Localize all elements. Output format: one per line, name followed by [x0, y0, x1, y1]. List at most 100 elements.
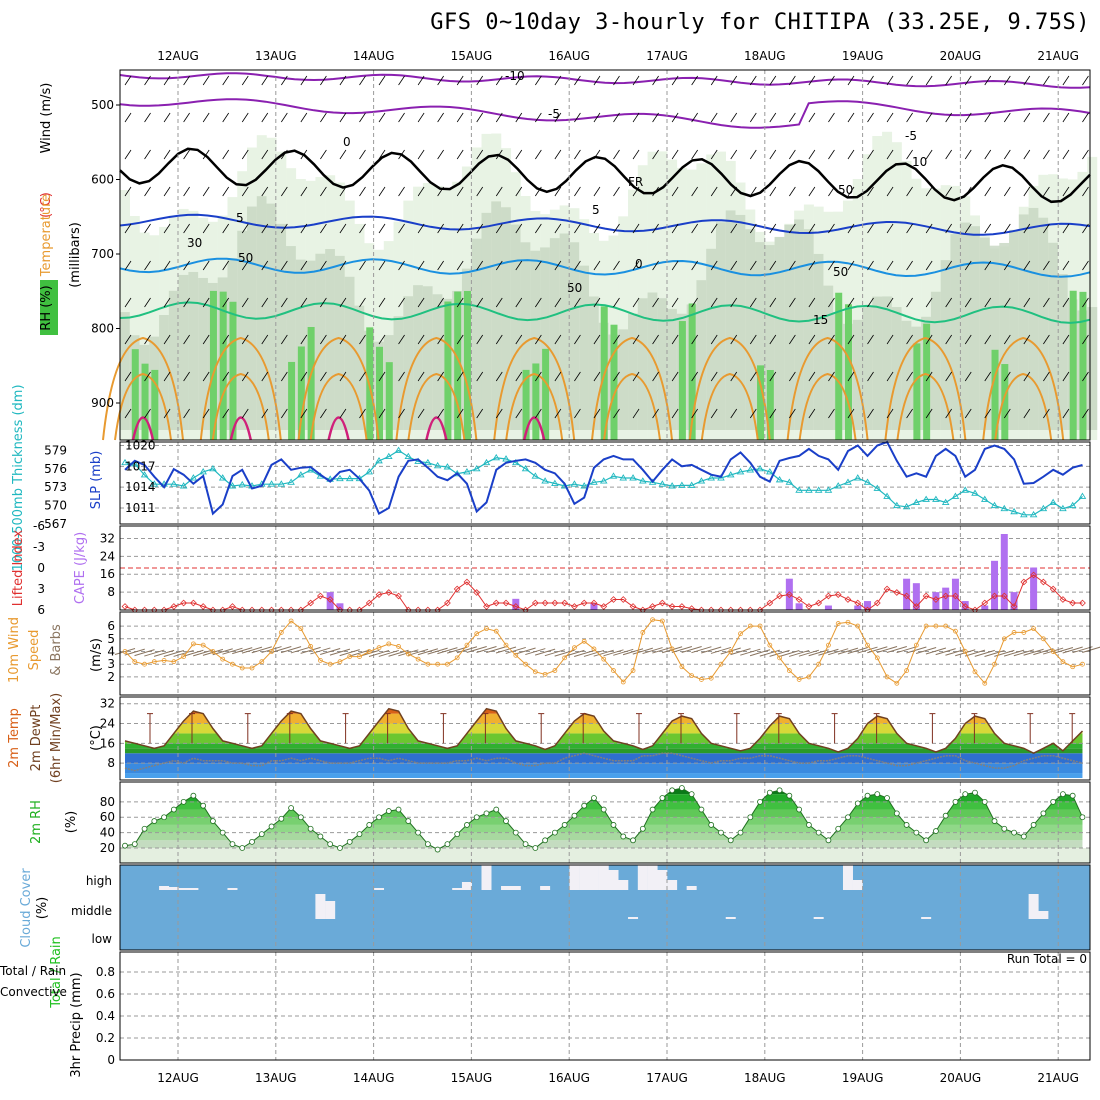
rh-point: [522, 841, 529, 848]
slp-frame: [119, 441, 1091, 525]
rh-shade-mid: [256, 196, 267, 430]
rh-shade-mid: [628, 313, 639, 430]
wind-speed-point: [562, 655, 568, 661]
upper-wind-barb: [1023, 149, 1031, 160]
upper-wind-barb: [749, 186, 757, 197]
surface-wind-barb: [368, 650, 390, 657]
rh-point: [151, 818, 158, 824]
upper-wind-barb: [535, 408, 542, 419]
pressure-tick-label: 800: [91, 322, 114, 336]
cloud-axis-label: Cloud Cover: [19, 868, 34, 948]
upper-wind-barb: [183, 334, 190, 345]
lifted-index-point: [825, 592, 832, 600]
upper-wind-barb: [261, 334, 269, 345]
lifted-index-point: [424, 606, 432, 614]
surface-wind-barb: [779, 650, 800, 657]
lifted-index-point: [785, 591, 793, 598]
lifted-index-point: [815, 599, 823, 607]
rh-point: [708, 822, 715, 828]
upper-wind-barb: [183, 75, 190, 86]
upper-wind-barb: [1023, 223, 1031, 234]
upper-wind-barb: [847, 149, 855, 160]
cloud-middle: [325, 901, 336, 919]
upper-wind-barb: [1023, 186, 1031, 197]
rh-point: [532, 845, 539, 851]
lifted-index-point: [737, 606, 744, 614]
upper-wind-barb: [300, 334, 308, 345]
upper-wind-barb: [906, 297, 913, 308]
contour-label: 15: [813, 313, 828, 327]
upper-wind-barb: [417, 334, 425, 345]
thickness-point: [238, 480, 247, 488]
rh-point: [854, 800, 861, 807]
thickness-point: [736, 468, 745, 475]
upper-wind-barb: [183, 112, 190, 123]
upper-wind-barb: [163, 149, 171, 160]
wind-speed-point: [1031, 626, 1037, 632]
wind-speed-point: [523, 661, 528, 667]
upper-wind-barb: [222, 408, 230, 419]
rh-point: [415, 829, 422, 836]
upper-wind-barb: [730, 297, 738, 308]
upper-wind-barb: [632, 297, 640, 308]
rh-point: [229, 841, 236, 848]
upper-wind-barb: [691, 186, 698, 197]
rh-point: [845, 814, 851, 821]
thickness-point: [287, 478, 295, 485]
rh-tick-label: 60: [100, 810, 115, 824]
date-label-top: 12AUG: [157, 49, 199, 63]
cloud-high: [608, 870, 619, 890]
upper-wind-barb: [593, 75, 601, 86]
rh-point: [376, 814, 382, 821]
rh-shade-mid: [530, 250, 541, 430]
thickness-point: [1068, 501, 1077, 509]
wind-speed-point: [777, 655, 782, 661]
wind-speed-point: [405, 651, 411, 657]
rh-shade-high: [297, 346, 305, 440]
surface-wind-barb: [818, 648, 839, 656]
upper-wind-barb: [1062, 223, 1070, 234]
upper-wind-barb: [710, 260, 718, 271]
upper-wind-barb: [163, 371, 171, 382]
upper-wind-barb: [124, 75, 132, 86]
upper-wind-barb: [241, 112, 249, 123]
upper-wind-barb: [789, 75, 796, 86]
rh-shade-mid: [432, 294, 443, 430]
surface-wind-barb: [925, 647, 947, 655]
lifted-index-point: [238, 606, 246, 614]
upper-wind-barb: [671, 75, 679, 86]
surface-wind-barb: [886, 646, 907, 653]
upper-wind-barb: [378, 149, 386, 160]
rh-shade-mid: [735, 214, 746, 430]
cloud-high: [852, 880, 863, 890]
wind-speed-point: [327, 661, 333, 667]
thickness-tick-label: 573: [44, 480, 67, 494]
thickness-point: [639, 477, 647, 484]
rh-shade-mid: [168, 290, 179, 430]
lifted-index-point: [1030, 571, 1038, 579]
upper-wind-barb: [1043, 186, 1050, 197]
rh-shade-high: [757, 365, 765, 440]
date-label-top: 15AUG: [451, 49, 493, 63]
upper-wind-barb: [495, 334, 503, 345]
rh-shade-high: [385, 362, 393, 440]
upper-wind-barb: [789, 371, 796, 382]
lifted-index-point: [121, 603, 129, 610]
surface-wind-barb: [339, 649, 360, 657]
upper-wind-barb: [828, 149, 835, 160]
temp-band: [125, 733, 1083, 744]
lifted-index-point: [952, 592, 959, 600]
wind-speed-point: [826, 642, 831, 648]
upper-wind-barb: [202, 149, 210, 160]
rh-point: [542, 837, 549, 844]
rh-point: [727, 837, 734, 844]
thickness-point: [482, 458, 491, 466]
wind-speed-point: [317, 657, 323, 663]
lifted-index-point: [619, 596, 627, 603]
rh-shade-mid: [823, 285, 834, 430]
rh-shade-high: [1001, 364, 1009, 440]
upper-wind-barb: [495, 371, 503, 382]
thickness-point: [590, 478, 598, 485]
temp-contour-20: [102, 336, 184, 441]
upper-wind-barb: [945, 223, 953, 234]
